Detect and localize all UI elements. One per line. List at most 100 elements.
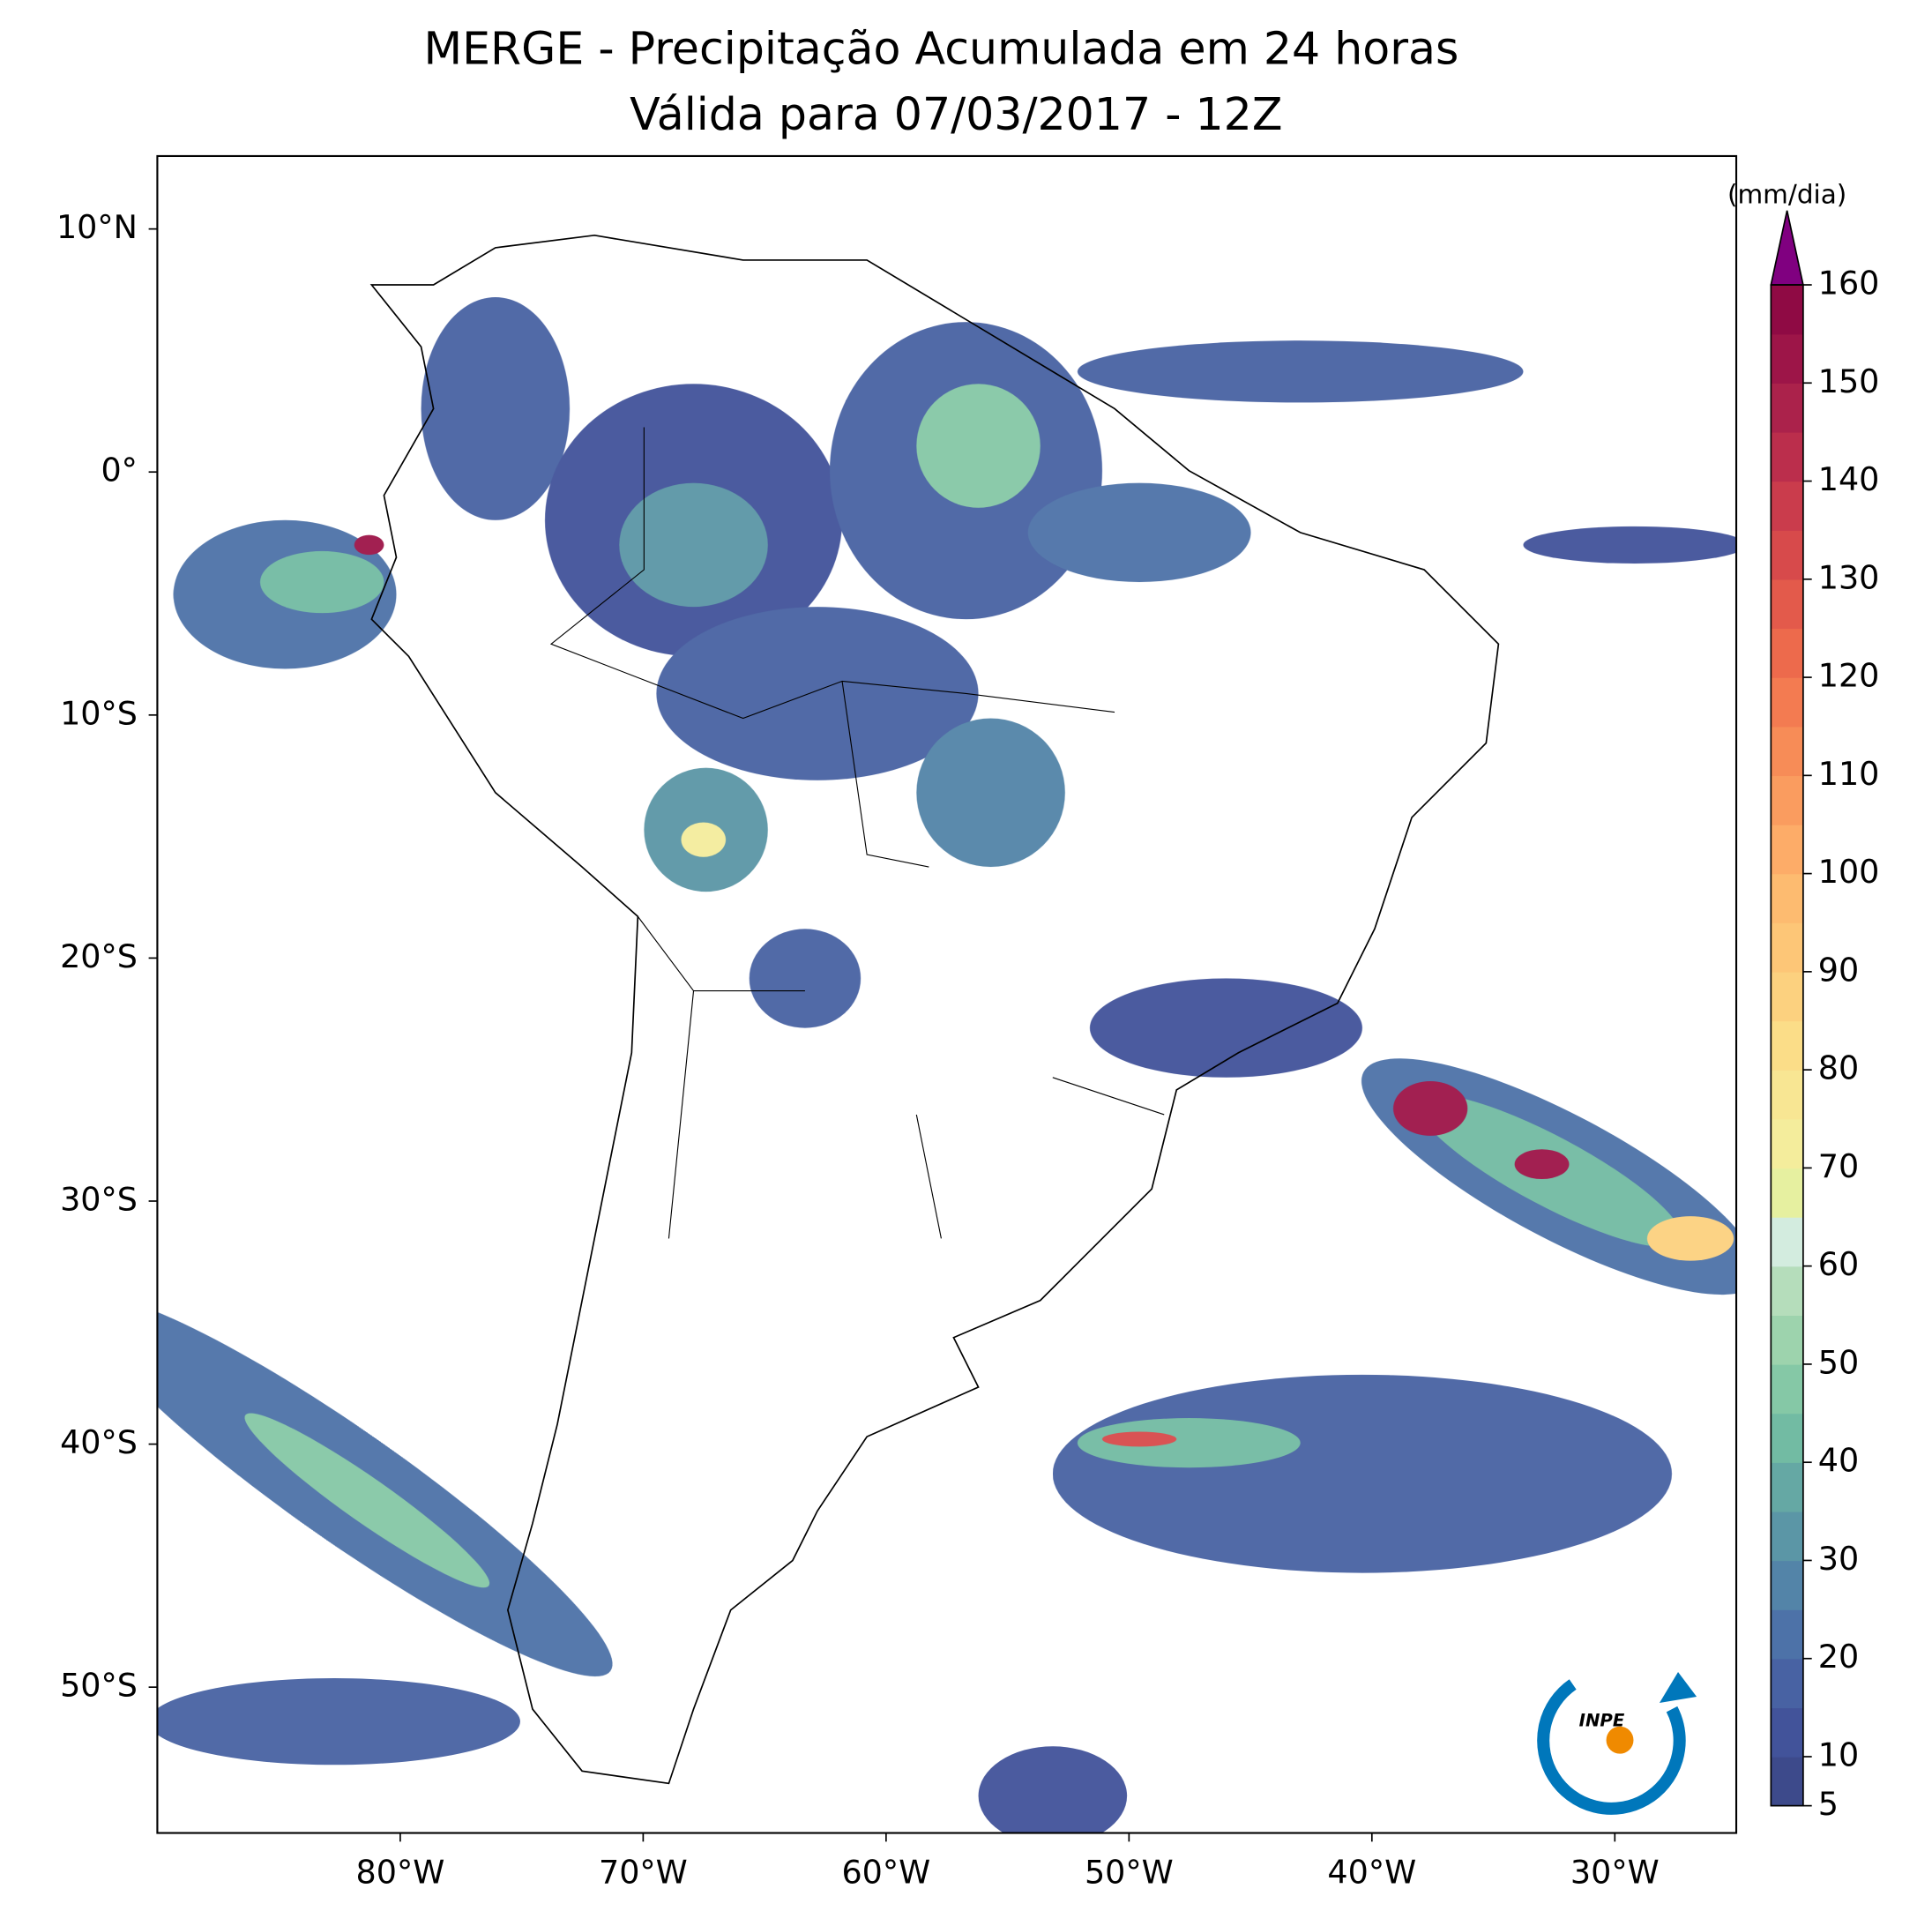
colorbar-band xyxy=(1771,1118,1803,1169)
rain-area xyxy=(1101,1431,1177,1447)
colorbar-band xyxy=(1771,431,1803,482)
y-tick-label: 50°S xyxy=(60,1667,138,1705)
colorbar-band xyxy=(1771,579,1803,630)
colorbar-band xyxy=(1771,1707,1803,1758)
rain-area xyxy=(619,482,768,608)
colorbar-tick-label: 30 xyxy=(1818,1540,1859,1578)
logo-arrow xyxy=(1659,1671,1697,1704)
colorbar-band xyxy=(1771,824,1803,875)
x-tick-label: 70°W xyxy=(599,1853,688,1891)
colorbar-tick-label: 150 xyxy=(1818,362,1880,400)
colorbar-band xyxy=(1771,628,1803,678)
borders xyxy=(549,427,1165,1239)
y-tick-label: 10°N xyxy=(56,208,138,246)
rain-area xyxy=(1089,978,1362,1078)
colorbar-band xyxy=(1771,481,1803,531)
colorbar-band xyxy=(1771,383,1803,433)
rain-area xyxy=(1523,526,1737,564)
colorbar-extend xyxy=(1770,210,1804,286)
colorbar-band xyxy=(1771,1511,1803,1562)
rain-area xyxy=(354,534,384,556)
colorbar-band xyxy=(1771,1462,1803,1512)
colorbar-band xyxy=(1771,1168,1803,1218)
colorbar-band xyxy=(1771,775,1803,825)
logo-swoosh xyxy=(1537,1679,1686,1815)
rain-area xyxy=(259,550,384,614)
rain-area xyxy=(916,718,1065,868)
colorbar-tick-label: 110 xyxy=(1818,755,1880,793)
colorbar-band xyxy=(1771,873,1803,923)
colorbar-band xyxy=(1771,1413,1803,1463)
y-tick-label: 10°S xyxy=(60,694,138,732)
x-tick-label: 30°W xyxy=(1570,1853,1660,1891)
x-tick-label: 60°W xyxy=(841,1853,930,1891)
rain-area xyxy=(1077,340,1524,403)
subtitle: Válida para 07/03/2017 - 12Z xyxy=(630,88,1282,140)
colorbar-tick-label: 130 xyxy=(1818,558,1880,596)
title: MERGE - Precipitação Acumulada em 24 hor… xyxy=(424,22,1459,74)
rain-area xyxy=(1077,1418,1301,1468)
colorbar-band xyxy=(1771,1070,1803,1120)
x-tick-label: 50°W xyxy=(1085,1853,1174,1891)
rain-area xyxy=(916,384,1041,508)
rain-area xyxy=(749,929,862,1028)
x-tick-label: 40°W xyxy=(1327,1853,1416,1891)
colorbar-tick-label: 40 xyxy=(1818,1442,1859,1480)
logo-dot xyxy=(1606,1726,1634,1754)
colorbar-band xyxy=(1771,1265,1803,1317)
rain-area xyxy=(244,1413,490,1588)
colorbar-band xyxy=(1771,530,1803,580)
colorbar-band xyxy=(1771,726,1803,777)
colorbar-band xyxy=(1771,971,1803,1022)
rain-area xyxy=(1393,1081,1468,1136)
colorbar-tick-label: 10 xyxy=(1818,1736,1859,1773)
rain-area xyxy=(157,1677,520,1765)
x-tick-label: 80°W xyxy=(356,1853,445,1891)
coastline xyxy=(369,234,1500,1785)
colorbar-band xyxy=(1771,333,1803,384)
colorbar-band xyxy=(1771,1658,1803,1709)
y-tick-label: 40°S xyxy=(60,1423,138,1461)
colorbar-tick-label: 20 xyxy=(1818,1638,1859,1676)
colorbar-tick-label: 140 xyxy=(1818,460,1880,498)
colorbar-band xyxy=(1771,1217,1803,1267)
rain-area xyxy=(421,297,571,520)
colorbar-band xyxy=(1771,1756,1803,1807)
colorbar-band xyxy=(1771,1315,1803,1365)
rain-area xyxy=(1027,482,1251,583)
y-tick-label: 30°S xyxy=(60,1180,138,1218)
colorbar-tick-label: 80 xyxy=(1818,1049,1859,1087)
colorbar-band xyxy=(1771,1363,1803,1415)
precipitation-field xyxy=(157,297,1737,1833)
y-tick-label: 20°S xyxy=(60,937,138,975)
rain-area xyxy=(656,607,979,780)
colorbar-tick-label: 60 xyxy=(1818,1245,1859,1283)
rain-area xyxy=(1646,1216,1734,1261)
map-area xyxy=(157,155,1737,1833)
colorbar-band xyxy=(1771,1560,1803,1610)
colorbar-band xyxy=(1771,1020,1803,1071)
colorbar-tick-label: 120 xyxy=(1818,657,1880,695)
colorbar-frame xyxy=(1770,284,1804,1807)
colorbar-band xyxy=(1771,922,1803,973)
colorbar-tick-label: 90 xyxy=(1818,951,1859,989)
rain-area xyxy=(1052,1374,1673,1573)
rain-area xyxy=(1514,1149,1570,1179)
plot-frame xyxy=(156,154,1738,1834)
colorbar-tick-label: 160 xyxy=(1818,265,1880,302)
colorbar-label: (mm/dia) xyxy=(1727,179,1846,209)
colorbar-band xyxy=(1771,677,1803,728)
colorbar-tick-label: 70 xyxy=(1818,1147,1859,1185)
y-tick-label: 0° xyxy=(101,452,137,489)
colorbar-band xyxy=(1771,285,1803,335)
rain-area xyxy=(978,1746,1128,1833)
colorbar-band xyxy=(1771,1609,1803,1660)
colorbar-tick-label: 100 xyxy=(1818,853,1880,891)
logo-text: INPE xyxy=(1579,1711,1625,1731)
rain-area xyxy=(681,822,727,857)
colorbar-tick-label: 5 xyxy=(1818,1785,1839,1823)
logo: INPE xyxy=(1537,1671,1697,1815)
colorbar-tick-label: 50 xyxy=(1818,1343,1859,1381)
